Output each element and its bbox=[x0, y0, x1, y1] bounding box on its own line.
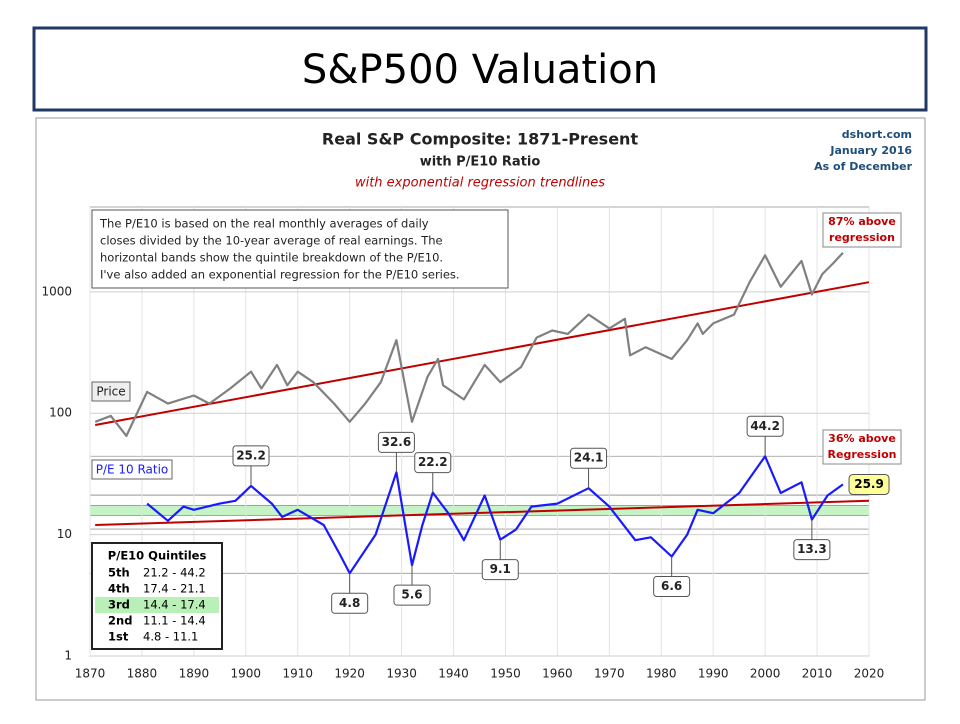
callout-box bbox=[793, 539, 831, 561]
callout-box bbox=[232, 445, 270, 467]
quintile-name: 5th bbox=[108, 566, 130, 580]
callout-label: 25.2 bbox=[236, 448, 266, 462]
end-label: 25.9 bbox=[854, 477, 884, 491]
trendline bbox=[95, 281, 870, 426]
note-text: horizontal bands show the quintile break… bbox=[100, 251, 443, 265]
quintile-range: 11.1 - 14.4 bbox=[143, 614, 206, 628]
x-tick-label: 1900 bbox=[231, 667, 262, 681]
callout-label: 22.2 bbox=[418, 455, 448, 469]
chart-title: Real S&P Composite: 1871-Present bbox=[322, 130, 639, 149]
chart-subtitle: with P/E10 Ratio bbox=[420, 155, 541, 170]
regression-callout-text: 87% above bbox=[828, 215, 896, 228]
callout-box bbox=[393, 584, 431, 606]
x-tick-label: 1930 bbox=[386, 667, 417, 681]
regression-callout bbox=[822, 212, 902, 248]
callout-label: 5.6 bbox=[401, 588, 422, 602]
x-tick-label: 1970 bbox=[594, 667, 625, 681]
callout-box bbox=[377, 431, 415, 453]
callout-box bbox=[331, 592, 369, 614]
x-tick-label: 1980 bbox=[646, 667, 677, 681]
callout-box bbox=[570, 447, 608, 469]
legend-box bbox=[91, 459, 173, 480]
x-tick-label: 1880 bbox=[127, 667, 158, 681]
quintile-range: 4.8 - 11.1 bbox=[143, 630, 198, 644]
regression-callout-text: Regression bbox=[828, 448, 897, 461]
callout-label: 44.2 bbox=[750, 419, 780, 433]
end-label-box bbox=[848, 473, 890, 495]
x-tick-label: 1940 bbox=[438, 667, 469, 681]
callout-label: 9.1 bbox=[490, 562, 511, 576]
quintile-range: 21.2 - 44.2 bbox=[143, 566, 206, 580]
callout-label: 32.6 bbox=[382, 435, 412, 449]
callout-label: 4.8 bbox=[339, 596, 360, 610]
callout-box bbox=[481, 559, 519, 581]
x-tick-label: 1990 bbox=[698, 667, 729, 681]
x-tick-label: 1890 bbox=[179, 667, 210, 681]
callout-label: 6.6 bbox=[661, 579, 682, 593]
source-text: dshort.com bbox=[842, 128, 912, 141]
callout-label: 24.1 bbox=[574, 451, 604, 465]
x-tick-label: 2010 bbox=[802, 667, 833, 681]
legend-box bbox=[91, 381, 131, 402]
x-tick-label: 1960 bbox=[542, 667, 573, 681]
quintile-table bbox=[91, 542, 223, 650]
source-text: As of December bbox=[814, 160, 912, 173]
x-tick-label: 1920 bbox=[334, 667, 365, 681]
note-text: The P/E10 is based on the real monthly a… bbox=[99, 217, 429, 231]
y-tick-label: 10 bbox=[57, 527, 72, 541]
y-tick-label: 1 bbox=[64, 649, 72, 663]
legend-label: Price bbox=[96, 385, 125, 399]
quintile-range: 14.4 - 17.4 bbox=[143, 598, 206, 612]
quintile-band bbox=[90, 505, 869, 516]
quintile-name: 2nd bbox=[108, 614, 132, 628]
regression-callout bbox=[822, 429, 902, 465]
quintile-name: 1st bbox=[108, 630, 129, 644]
slide-title: S&P500 Valuation bbox=[302, 47, 658, 93]
callout-box bbox=[414, 452, 452, 474]
regression-callout-text: regression bbox=[829, 231, 895, 244]
regression-callout-text: 36% above bbox=[828, 432, 896, 445]
source-text: January 2016 bbox=[829, 144, 912, 157]
callout-box bbox=[746, 415, 784, 437]
series-line bbox=[94, 251, 844, 437]
title-box bbox=[32, 26, 928, 112]
legend-label: P/E 10 Ratio bbox=[96, 463, 169, 477]
note-text: I've also added an exponential regressio… bbox=[100, 268, 460, 282]
x-tick-label: 2000 bbox=[750, 667, 781, 681]
trendline bbox=[95, 499, 870, 526]
note-box bbox=[91, 209, 509, 289]
quintile-row-highlight bbox=[95, 597, 219, 613]
callout-box bbox=[653, 576, 691, 598]
x-tick-label: 2020 bbox=[854, 667, 885, 681]
quintile-name: 4th bbox=[108, 582, 130, 596]
quintile-range: 17.4 - 21.1 bbox=[143, 582, 206, 596]
y-tick-label: 1000 bbox=[41, 284, 72, 298]
note-text: closes divided by the 10-year average of… bbox=[100, 234, 443, 248]
series-line bbox=[146, 455, 844, 575]
quintile-name: 3rd bbox=[108, 598, 130, 612]
callout-label: 13.3 bbox=[797, 542, 827, 556]
x-tick-label: 1950 bbox=[490, 667, 521, 681]
x-tick-label: 1910 bbox=[282, 667, 313, 681]
x-tick-label: 1870 bbox=[75, 667, 106, 681]
chart-subtitle: with exponential regression trendlines bbox=[355, 176, 605, 191]
quintile-title: P/E10 Quintiles bbox=[108, 549, 207, 563]
y-tick-label: 100 bbox=[49, 406, 72, 420]
